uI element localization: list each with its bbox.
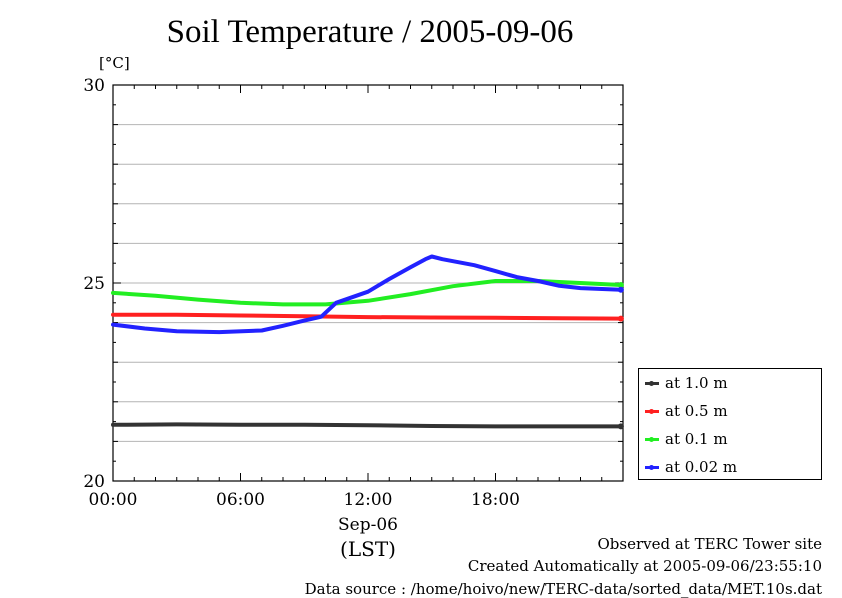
series-line-1 [111, 312, 623, 321]
y-tick-label-20: 20 [83, 472, 105, 492]
x-tick-label-0: 00:00 [89, 490, 138, 510]
footer-site: Observed at TERC Tower site [597, 535, 822, 553]
x-tick-label-1: 06:00 [216, 490, 265, 510]
x-axis-label: Sep-06 [338, 515, 398, 535]
footer-created: Created Automatically at 2005-09-06/23:5… [467, 557, 822, 575]
chart-title: Soil Temperature / 2005-09-06 [166, 14, 574, 50]
y-tick-label-25: 25 [83, 274, 105, 294]
x-tick-label-2: 12:00 [344, 490, 393, 510]
legend-label-0-02m: at 0.02 m [665, 458, 738, 476]
legend-label-0-1m: at 0.1 m [665, 430, 728, 448]
series-line-3 [111, 254, 623, 335]
y-axis-label: [°C] [99, 54, 130, 72]
series-end-point-0 [617, 423, 624, 430]
legend-item-0-02m: at 0.02 m [645, 457, 737, 477]
legend: at 1.0 m at 0.5 m at 0.1 m at 0.02 m [638, 368, 822, 480]
legend-swatch-0-5m [645, 408, 659, 414]
footer-source: Data source : /home/hoivo/new/TERC-data/… [304, 580, 822, 598]
y-tick-label-30: 30 [83, 76, 105, 96]
legend-label-1m: at 1.0 m [665, 374, 728, 392]
x-tick-label-3: 18:00 [471, 490, 520, 510]
series-end-point-3 [617, 286, 624, 293]
legend-swatch-1m [645, 380, 659, 386]
legend-label-0-5m: at 0.5 m [665, 402, 728, 420]
series-line-0 [111, 422, 623, 429]
legend-swatch-0-02m [645, 464, 659, 470]
legend-swatch-0-1m [645, 436, 659, 442]
legend-item-0-1m: at 0.1 m [645, 429, 728, 449]
legend-item-1m: at 1.0 m [645, 373, 728, 393]
legend-item-0-5m: at 0.5 m [645, 401, 728, 421]
x-axis-sublabel: (LST) [340, 537, 396, 561]
series-end-point-2 [617, 281, 624, 288]
series-end-point-1 [617, 315, 624, 322]
